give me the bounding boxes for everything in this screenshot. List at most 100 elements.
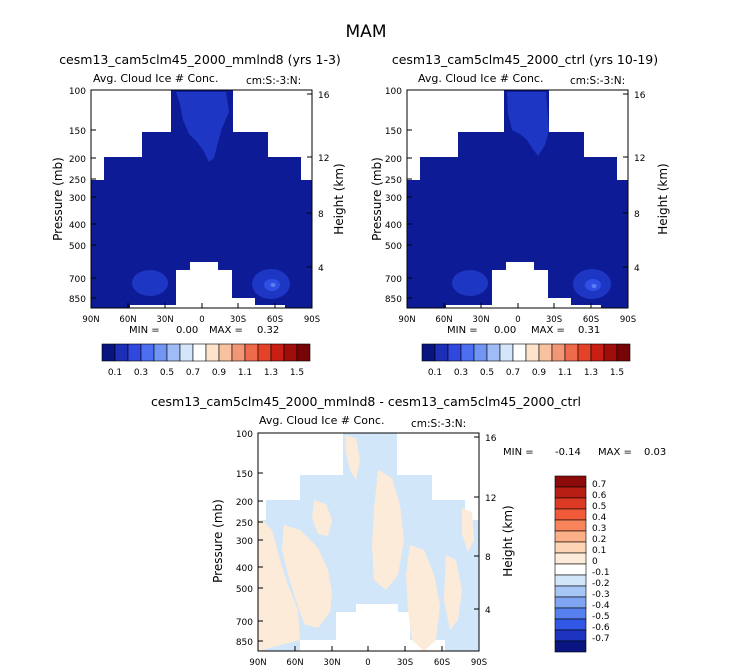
colorbar-swatch	[554, 519, 587, 532]
field-fill	[407, 90, 628, 308]
panel-subtitle-left: Avg. Cloud Ice # Conc.	[259, 414, 384, 427]
colorbar-swatch	[218, 343, 233, 362]
x-tick-label: 60S	[267, 315, 283, 325]
panel-subtitle-right: cm:S:-3:N:	[411, 418, 466, 430]
colorbar-swatch	[101, 343, 116, 362]
colorbar-swatch	[283, 343, 298, 362]
x-tick-label: 90S	[304, 315, 320, 325]
y-tick-label: 850	[236, 638, 253, 648]
y-tick-label: 250	[236, 519, 253, 529]
x-tick-label: 30S	[397, 658, 413, 668]
y-right-tick-label: 16	[485, 434, 497, 444]
x-tick-label: 90N	[249, 658, 266, 668]
contour-left-low	[452, 270, 488, 296]
colorbar-swatch	[577, 343, 592, 362]
colorbar-swatch	[460, 343, 475, 362]
y-tick-label: 200	[385, 155, 402, 165]
x-tick-label: 90S	[471, 658, 487, 668]
colorbar-swatch	[166, 343, 181, 362]
colorbar-label: -0.1	[592, 568, 610, 578]
colorbar-swatch	[554, 629, 587, 642]
colorbar-label: 0.7	[592, 480, 606, 490]
colorbar-swatch	[486, 343, 501, 362]
y-tick-label: 300	[236, 537, 253, 547]
colorbar-swatch	[499, 343, 514, 362]
colorbar-swatch	[421, 343, 436, 362]
x-tick-label: 0	[515, 315, 520, 325]
y-tick-label: 500	[236, 585, 253, 595]
colorbar-label: 0.1	[108, 368, 122, 378]
contour-positive	[462, 508, 474, 552]
colorbar-label: 0.9	[212, 368, 227, 378]
colorbar-label: 0.4	[592, 513, 607, 523]
x-tick-label: 60N	[286, 658, 303, 668]
colorbar-swatch	[512, 343, 527, 362]
x-tick-label: 60S	[583, 315, 599, 325]
y-tick-label: 500	[69, 242, 86, 252]
colorbar-swatch	[554, 618, 587, 631]
colorbar-swatch	[525, 343, 540, 362]
x-tick-label: 60S	[434, 658, 450, 668]
y-right-tick-label: 12	[634, 154, 645, 164]
y-tick-label: 200	[69, 155, 86, 165]
colorbar-label: -0.7	[592, 634, 610, 644]
y-tick-label: 250	[69, 176, 86, 186]
colorbar-swatch	[270, 343, 285, 362]
x-tick-label: 60N	[435, 315, 452, 325]
field-fill	[91, 90, 312, 308]
colorbar-swatch	[153, 343, 168, 362]
colorbar-label: 0.6	[592, 491, 607, 501]
y-tick-label: 150	[236, 470, 253, 480]
x-tick-label: 30N	[156, 315, 173, 325]
colorbar-label: -0.4	[592, 601, 610, 611]
contour-right-peak	[270, 283, 276, 287]
max-label: MAX =	[531, 325, 565, 336]
y-axis-title: Pressure (mb)	[51, 157, 65, 241]
contour-positive	[345, 435, 360, 480]
y-tick-label: 100	[385, 87, 402, 97]
panel-subtitle-right: cm:S:-3:N:	[246, 75, 301, 87]
y-right-tick-label: 16	[634, 91, 646, 101]
panel-subtitle-left: Avg. Cloud Ice # Conc.	[93, 72, 218, 85]
colorbar-swatch	[554, 574, 587, 587]
colorbar-swatch	[434, 343, 449, 362]
y-tick-label: 300	[69, 194, 86, 204]
panel-ctrl: cesm13_cam5clm45_2000_ctrl (yrs 10-19) A…	[370, 52, 670, 378]
colorbar-swatch	[554, 475, 587, 488]
y-tick-label: 250	[385, 176, 402, 186]
contour-positive	[372, 470, 404, 590]
y-right-tick-label: 12	[485, 494, 496, 504]
colorbar-label: 0.3	[134, 368, 148, 378]
colorbar-label: 0.1	[428, 368, 442, 378]
y-axis-right-title: Height (km)	[501, 505, 515, 576]
min-value: 0.00	[494, 325, 516, 336]
colorbar-swatch	[554, 508, 587, 521]
colorbar-swatch	[590, 343, 605, 362]
colorbar-swatch	[616, 343, 631, 362]
min-label: MIN =	[447, 325, 478, 336]
colorbar	[421, 343, 631, 362]
y-tick-label: 200	[236, 498, 253, 508]
min-value: 0.00	[176, 325, 198, 336]
y-tick-label: 400	[69, 221, 86, 231]
max-value: 0.03	[644, 447, 666, 458]
panel-mmlnd8: cesm13_cam5clm45_2000_mmlnd8 (yrs 1-3) A…	[51, 52, 346, 378]
contour-positive	[312, 500, 332, 536]
y-tick-label: 150	[69, 127, 86, 137]
colorbar-label: 0.9	[532, 368, 547, 378]
contour-positive	[282, 525, 332, 628]
y-tick-label: 850	[69, 295, 86, 305]
colorbar-swatch	[554, 552, 587, 565]
field-area	[91, 90, 312, 308]
min-label: MIN =	[129, 325, 160, 336]
colorbar-swatch	[114, 343, 129, 362]
colorbar-swatch	[554, 596, 587, 609]
colorbar-label: 0.5	[480, 368, 494, 378]
panel-title: cesm13_cam5clm45_2000_mmlnd8 - cesm13_ca…	[151, 394, 581, 409]
colorbar-swatch	[127, 343, 142, 362]
colorbar-label: 0.2	[592, 535, 606, 545]
max-value: 0.31	[578, 325, 600, 336]
x-tick-label: 90N	[82, 315, 99, 325]
y-right-tick-label: 12	[318, 154, 329, 164]
y-axis-right-title: Height (km)	[332, 163, 346, 234]
